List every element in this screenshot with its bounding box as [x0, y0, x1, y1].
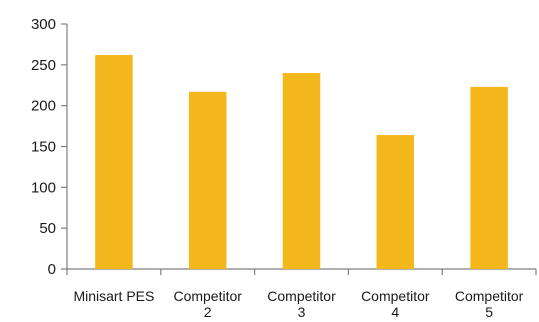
- y-tick-label: 0: [48, 261, 56, 278]
- x-category-label: Competitor 5: [455, 288, 524, 320]
- x-category-label: Competitor 3: [267, 288, 336, 320]
- bar: [188, 91, 227, 270]
- y-tick-label: 250: [31, 57, 56, 74]
- x-axis: [66, 268, 537, 275]
- x-category-label-line: Competitor: [361, 288, 430, 304]
- y-tick-label: 150: [31, 139, 56, 156]
- y-tick-label: 50: [39, 220, 56, 237]
- x-category-label: Minisart PES: [73, 288, 154, 304]
- x-category-label-line: Competitor: [173, 288, 242, 304]
- x-category-label-line: Minisart PES: [73, 288, 154, 304]
- x-category-label-line: 3: [298, 304, 306, 320]
- bar: [376, 135, 415, 269]
- bar: [95, 55, 133, 270]
- bar-series: [95, 55, 508, 270]
- x-category-label-line: Competitor: [267, 288, 336, 304]
- x-category-label-line: 5: [485, 304, 493, 320]
- x-category-label: Competitor 2: [173, 288, 242, 320]
- x-category-label-line: Competitor: [455, 288, 524, 304]
- bar: [470, 86, 508, 269]
- y-tick-label: 200: [31, 98, 56, 115]
- x-category-label-line: 2: [204, 304, 212, 320]
- y-tick-label: 100: [31, 179, 56, 196]
- y-tick-label: 300: [31, 16, 56, 33]
- x-category-label-line: 4: [391, 304, 399, 320]
- bar: [282, 73, 321, 269]
- y-axis: 0 50 100 150 200 250 300: [31, 16, 68, 278]
- x-category-label: Competitor 4: [361, 288, 430, 320]
